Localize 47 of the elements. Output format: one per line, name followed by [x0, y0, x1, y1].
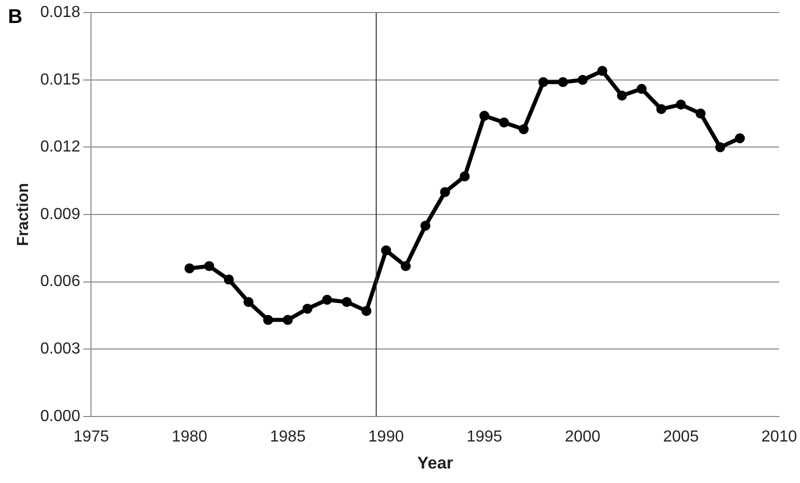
point	[460, 171, 470, 182]
point	[263, 314, 274, 325]
x-tick-label: 1995	[466, 428, 502, 446]
point	[204, 261, 214, 272]
x-tick-label: 2010	[761, 428, 798, 446]
point	[361, 306, 372, 316]
point	[224, 274, 234, 285]
y-tick-label: 0.009	[40, 206, 80, 223]
point	[440, 187, 450, 198]
point	[499, 118, 510, 128]
x-tick-label: 1980	[172, 428, 208, 446]
point	[656, 104, 666, 114]
point	[243, 296, 254, 307]
x-tick-label: 1985	[270, 428, 306, 446]
x-tick-label: 2005	[663, 428, 699, 446]
point	[636, 84, 647, 94]
y-tick-label: 0.018	[40, 4, 80, 22]
y-tick-label: 0.006	[40, 273, 80, 290]
point	[400, 261, 411, 272]
point	[734, 133, 745, 144]
point	[420, 220, 430, 231]
x-tick-label: 1990	[368, 428, 404, 446]
point	[381, 245, 392, 256]
point	[676, 100, 686, 110]
y-tick-label: 0.000	[40, 408, 80, 425]
x-axis-title: Year	[417, 453, 454, 472]
point	[184, 263, 195, 274]
point	[342, 296, 352, 307]
point	[518, 124, 529, 134]
point	[696, 108, 706, 119]
x-tick-label: 1975	[73, 428, 110, 446]
point	[282, 314, 293, 325]
y-tick-label: 0.015	[40, 71, 80, 88]
point	[578, 74, 588, 85]
point	[558, 77, 568, 88]
point	[597, 66, 608, 76]
point	[322, 294, 332, 305]
point	[302, 304, 312, 314]
y-axis-title: Fraction	[15, 182, 32, 246]
x-tick-label: 2000	[564, 428, 601, 446]
point	[479, 110, 490, 121]
point	[616, 90, 627, 101]
point	[715, 142, 726, 152]
y-tick-label: 0.003	[40, 340, 80, 358]
y-tick-label: 0.012	[40, 138, 80, 156]
text: B	[8, 6, 22, 29]
point	[538, 77, 548, 88]
